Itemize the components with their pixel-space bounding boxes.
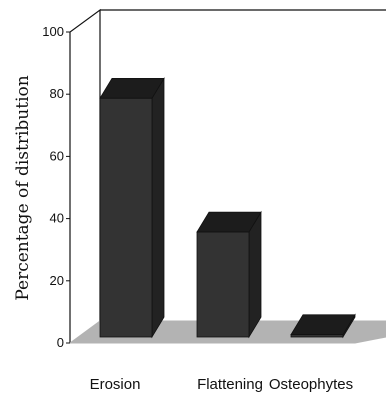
bar-erosion bbox=[99, 76, 165, 339]
y-tick-label: 60 bbox=[50, 148, 64, 163]
bars bbox=[99, 76, 356, 339]
y-tick-label: 100 bbox=[42, 24, 64, 39]
bar-front bbox=[196, 231, 250, 338]
bar-top bbox=[196, 211, 262, 233]
y-tick-label: 0 bbox=[57, 335, 64, 350]
y-tick-label: 40 bbox=[50, 211, 64, 226]
side-wall bbox=[69, 8, 101, 343]
x-tick-label: Erosion bbox=[90, 376, 141, 393]
x-tick-label: Osteophytes bbox=[269, 376, 353, 393]
y-axis: 0 20 40 60 80 100 bbox=[42, 24, 70, 350]
y-tick-label: 20 bbox=[50, 273, 64, 288]
bar-flattening bbox=[196, 210, 262, 339]
x-axis-labels: Erosion Flattening Osteophytes bbox=[90, 376, 354, 393]
bar-osteophytes bbox=[290, 313, 356, 339]
bar-top bbox=[290, 314, 356, 335]
bar-top bbox=[99, 78, 165, 99]
y-axis-label: Percentage of distribution bbox=[13, 75, 33, 300]
y-tick-label: 80 bbox=[50, 86, 64, 101]
bar-front bbox=[99, 97, 153, 338]
x-tick-label: Flattening bbox=[197, 376, 263, 393]
bar-side bbox=[151, 76, 165, 339]
bar-side bbox=[248, 210, 262, 339]
